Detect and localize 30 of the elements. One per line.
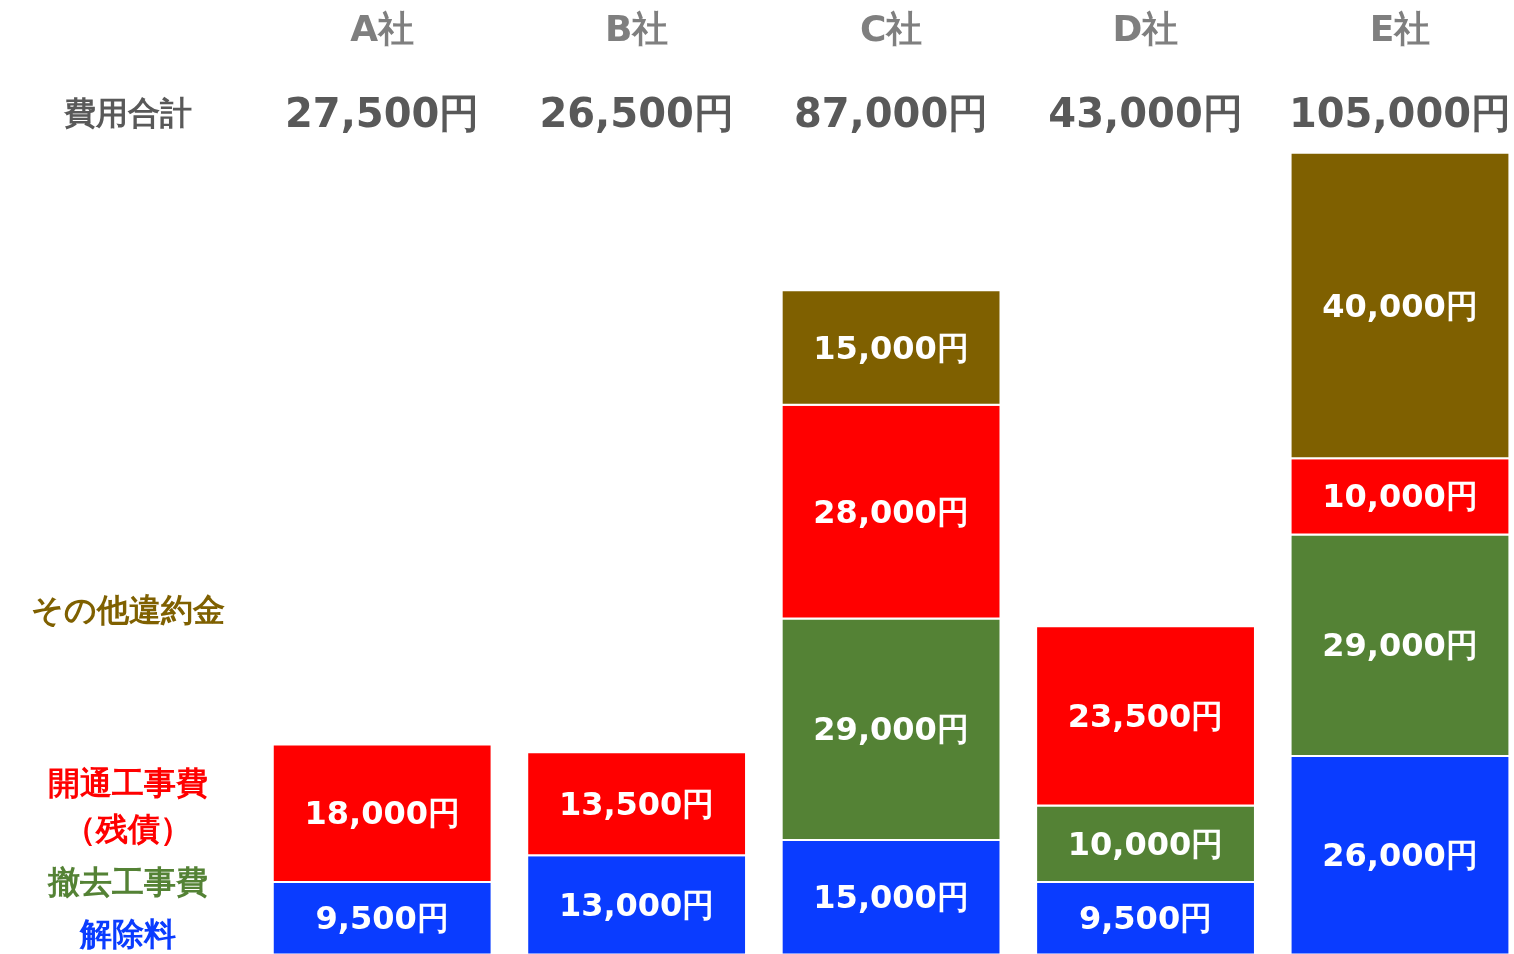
text: 費用合計 (62, 93, 192, 132)
data-label: 15,000円 (813, 878, 969, 917)
data-label: 9,500円 (1078, 899, 1213, 938)
data-label: 29,000円 (813, 710, 969, 749)
text: 43,000円 (1048, 89, 1243, 136)
data-label: 26,000円 (1322, 836, 1478, 875)
text: 26,500円 (539, 89, 734, 136)
text: 87,000円 (793, 89, 989, 136)
x-tick-label: B社 (604, 8, 669, 50)
text: その他違約金 (30, 590, 225, 629)
data-label: 15,000円 (813, 328, 969, 367)
data-label: 10,000円 (1067, 824, 1224, 863)
data-label: 13,000円 (558, 885, 715, 924)
data-label: 13,500円 (558, 784, 715, 823)
text: 27,500円 (285, 89, 480, 136)
data-label: 9,500円 (315, 899, 449, 938)
data-label: 40,000円 (1322, 286, 1478, 325)
x-tick-label: A社 (350, 8, 415, 50)
text: 撤去工事費 (46, 863, 208, 902)
text: 開通工事費（残債） (47, 764, 208, 848)
text: 105,000円 (1288, 89, 1512, 136)
data-label: 28,000円 (813, 492, 969, 531)
data-label: 29,000円 (1322, 626, 1478, 665)
x-tick-label: E社 (1369, 8, 1431, 50)
data-label: 18,000円 (304, 794, 460, 833)
data-label: 10,000円 (1322, 477, 1478, 516)
x-tick-label: C社 (859, 8, 923, 50)
x-tick-label: D社 (1112, 8, 1179, 50)
text: 解除料 (78, 915, 176, 954)
data-label: 23,500円 (1067, 696, 1224, 735)
